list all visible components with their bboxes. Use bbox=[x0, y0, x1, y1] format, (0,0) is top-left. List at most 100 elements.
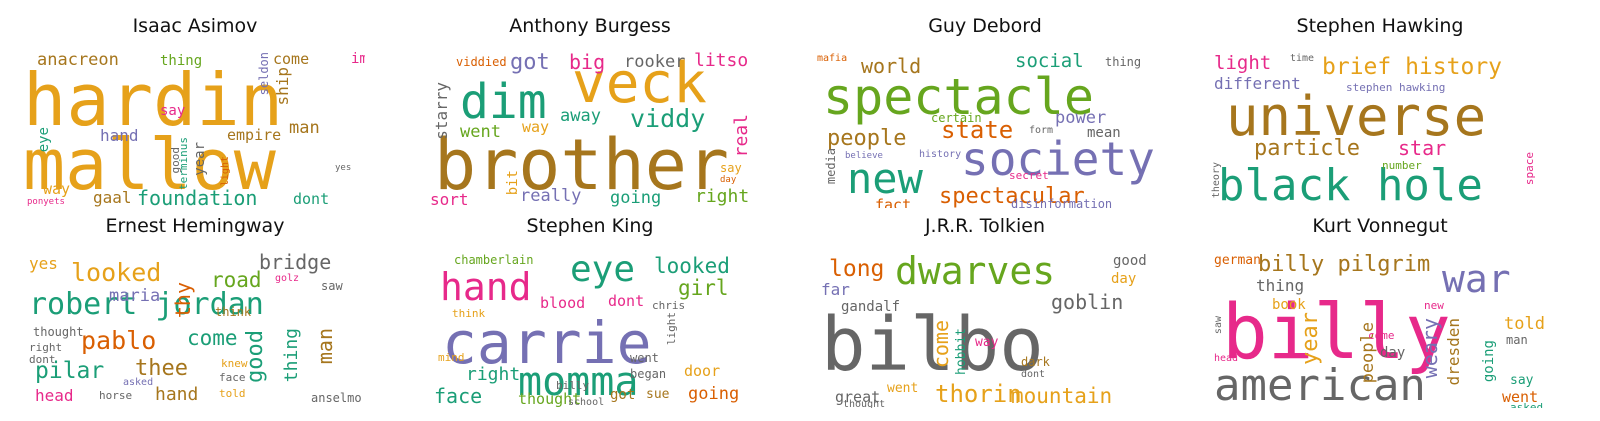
cloud-word: different bbox=[1214, 74, 1301, 93]
cloud-word: ship bbox=[273, 67, 292, 106]
cloud-word: billy pilgrim bbox=[1258, 252, 1431, 277]
cloud-word: really bbox=[520, 186, 582, 206]
cloud-word: seldon bbox=[257, 52, 271, 96]
cloud-word: going bbox=[1481, 340, 1497, 383]
cloud-word: come bbox=[929, 320, 953, 369]
cloud-word: thought bbox=[33, 325, 84, 339]
cloud-word: war bbox=[1442, 257, 1511, 301]
cloud-word: going bbox=[610, 188, 662, 208]
cloud-word: thy bbox=[171, 282, 195, 319]
cloud-word: history bbox=[919, 149, 962, 160]
cloud-word: eye bbox=[570, 252, 636, 290]
cloud-word: momma bbox=[518, 359, 639, 405]
cloud-word: people bbox=[827, 126, 907, 151]
cloud-word: form bbox=[1029, 125, 1054, 136]
cloud-word: star bbox=[1398, 136, 1447, 160]
cloud-word: new bbox=[1424, 299, 1444, 312]
word-cloud: carrie momma hand eye looked girl face r… bbox=[420, 252, 760, 408]
cloud-word: began bbox=[630, 367, 667, 381]
cloud-word: power bbox=[1055, 108, 1107, 128]
panel-title: Stephen King bbox=[526, 215, 654, 237]
wordcloud-panel-tolkien: J.R.R. Tolkien bilbo dwarves thorin moun… bbox=[815, 212, 1155, 408]
panel-title: Kurt Vonnegut bbox=[1312, 215, 1448, 237]
word-cloud: veck dim brother got big rooker litso vi… bbox=[420, 52, 760, 208]
cloud-word: saw bbox=[1213, 316, 1224, 335]
cloud-word: german bbox=[1214, 253, 1261, 268]
word-cloud: universe black hole brief history partic… bbox=[1210, 52, 1550, 208]
cloud-word: state bbox=[941, 116, 1014, 144]
cloud-word: light bbox=[665, 312, 678, 346]
cloud-word: door bbox=[684, 362, 721, 380]
cloud-word: day bbox=[1111, 271, 1137, 287]
cloud-word: spectacle bbox=[823, 68, 1094, 126]
cloud-word: head bbox=[35, 386, 74, 405]
cloud-word: good bbox=[243, 330, 268, 383]
cloud-word: real bbox=[731, 114, 752, 158]
cloud-word: knew bbox=[221, 357, 248, 370]
cloud-word: say bbox=[720, 161, 742, 175]
cloud-word: blood bbox=[540, 294, 586, 312]
cloud-word: billy bbox=[1222, 287, 1451, 376]
cloud-word: veck bbox=[572, 52, 707, 116]
cloud-word: world bbox=[861, 54, 922, 78]
cloud-word: man bbox=[1506, 333, 1528, 347]
cloud-word: media bbox=[824, 148, 838, 185]
cloud-word: rooker bbox=[624, 52, 686, 72]
cloud-word: long bbox=[829, 256, 885, 282]
cloud-word: robert jordan bbox=[29, 287, 264, 322]
cloud-word: thing bbox=[281, 328, 302, 383]
cloud-word: dark bbox=[1021, 355, 1050, 369]
wordcloud-panel-king: Stephen King carrie momma hand eye looke… bbox=[420, 212, 760, 408]
cloud-word: road bbox=[211, 268, 262, 292]
cloud-word: mallow bbox=[25, 124, 276, 206]
word-cloud: billy american war billy pilgrim year pe… bbox=[1210, 252, 1550, 408]
cloud-word: day bbox=[1380, 345, 1406, 361]
cloud-word: good bbox=[1113, 253, 1147, 269]
wordcloud-panel-asimov: Isaac Asimov hardin mallow foundation an… bbox=[25, 12, 365, 208]
cloud-word: far bbox=[821, 280, 850, 299]
cloud-word: light bbox=[1214, 52, 1272, 74]
cloud-word: girl bbox=[678, 276, 729, 300]
cloud-word: time bbox=[1290, 53, 1315, 64]
cloud-word: ponyets bbox=[27, 197, 65, 207]
cloud-word: pablo bbox=[81, 326, 157, 355]
cloud-word: went bbox=[1502, 388, 1539, 406]
cloud-word: mind bbox=[438, 351, 465, 364]
cloud-word: going bbox=[688, 384, 740, 404]
cloud-word: asked bbox=[1510, 401, 1544, 408]
cloud-word: anselmo bbox=[311, 391, 362, 405]
cloud-word: theory bbox=[1211, 162, 1222, 199]
cloud-word: light bbox=[220, 156, 231, 187]
cloud-word: pilar bbox=[35, 358, 105, 384]
cloud-word: gandalf bbox=[841, 299, 901, 315]
cloud-word: right bbox=[695, 186, 750, 207]
cloud-word: looked bbox=[654, 254, 730, 278]
cloud-word: american bbox=[1214, 360, 1426, 408]
panel-title: Stephen Hawking bbox=[1296, 15, 1464, 37]
cloud-word: mean bbox=[1087, 125, 1121, 141]
cloud-word: golz bbox=[275, 273, 300, 284]
cloud-word: face bbox=[219, 371, 246, 384]
cloud-word: litso bbox=[694, 52, 749, 71]
cloud-word: chris bbox=[652, 299, 686, 312]
cloud-word: head bbox=[1214, 353, 1239, 364]
word-cloud: spectacle society new spectacular world … bbox=[815, 52, 1155, 208]
cloud-word: thing bbox=[1105, 55, 1142, 69]
cloud-word: sort bbox=[430, 190, 469, 208]
cloud-word: anacreon bbox=[37, 52, 119, 70]
cloud-word: empire bbox=[227, 126, 282, 144]
cloud-word: come bbox=[187, 326, 238, 350]
wordcloud-panel-burgess: Anthony Burgess veck dim brother got big… bbox=[420, 12, 760, 208]
wordcloud-panel-hawking: Stephen Hawking universe black hole brie… bbox=[1210, 12, 1550, 208]
cloud-word: told bbox=[219, 387, 246, 400]
cloud-word: terminus bbox=[177, 137, 190, 190]
cloud-word: goblin bbox=[1051, 290, 1124, 314]
cloud-word: thing bbox=[160, 53, 203, 69]
panel-title: Anthony Burgess bbox=[509, 15, 671, 37]
wordcloud-panel-debord: Guy Debord spectacle society new spectac… bbox=[815, 12, 1155, 208]
cloud-word: hardin bbox=[25, 58, 284, 142]
cloud-word: dont bbox=[29, 353, 56, 366]
cloud-word: got bbox=[610, 387, 636, 403]
cloud-word: universe bbox=[1226, 85, 1487, 148]
cloud-word: number bbox=[1382, 159, 1422, 172]
